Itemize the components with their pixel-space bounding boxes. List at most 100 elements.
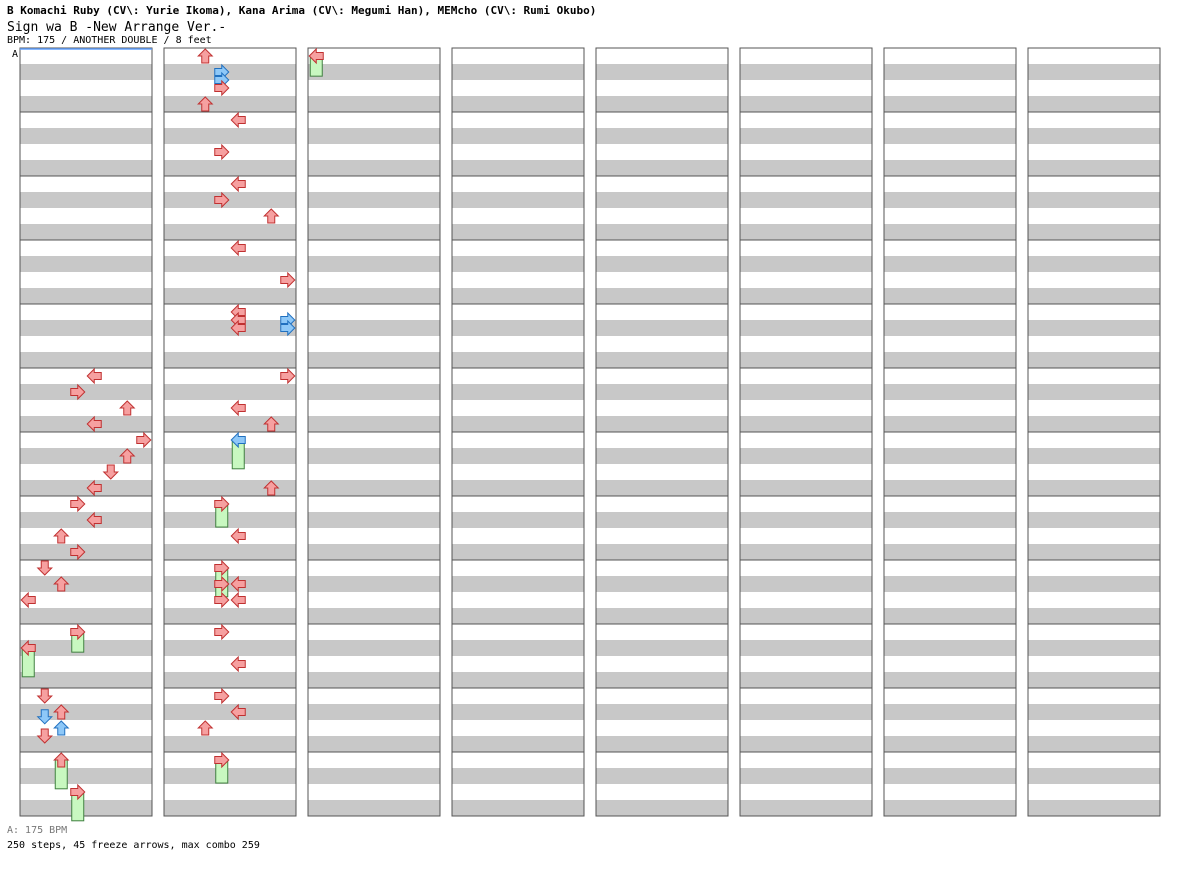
beat-band	[308, 592, 440, 608]
beat-band	[20, 528, 152, 544]
beat-band	[20, 192, 152, 208]
beat-band	[1028, 304, 1160, 320]
beat-band	[596, 272, 728, 288]
beat-band	[308, 800, 440, 816]
beat-band	[1028, 272, 1160, 288]
beat-band	[20, 720, 152, 736]
beat-band	[452, 128, 584, 144]
beat-band	[884, 768, 1016, 784]
beat-band	[1028, 288, 1160, 304]
beat-band	[452, 240, 584, 256]
beat-band	[308, 736, 440, 752]
beat-band	[1028, 640, 1160, 656]
beat-band	[1028, 768, 1160, 784]
beat-band	[596, 656, 728, 672]
beat-band	[308, 672, 440, 688]
beat-band	[1028, 800, 1160, 816]
beat-band	[884, 208, 1016, 224]
beat-band	[452, 304, 584, 320]
beat-band	[740, 256, 872, 272]
beat-band	[308, 496, 440, 512]
beat-band	[20, 656, 152, 672]
beat-band	[20, 768, 152, 784]
beat-band	[740, 96, 872, 112]
beat-band	[308, 384, 440, 400]
beat-band	[452, 96, 584, 112]
step-arrow-right	[136, 431, 152, 449]
beat-band	[452, 336, 584, 352]
beat-band	[452, 528, 584, 544]
beat-band	[308, 688, 440, 704]
beat-band	[308, 192, 440, 208]
beat-band	[164, 48, 296, 64]
beat-band	[884, 592, 1016, 608]
beat-band	[1028, 256, 1160, 272]
beat-band	[1028, 224, 1160, 240]
step-arrow-left	[230, 527, 246, 545]
beat-band	[308, 240, 440, 256]
beat-band	[596, 192, 728, 208]
beat-band	[596, 464, 728, 480]
beat-band	[884, 752, 1016, 768]
beat-band	[452, 672, 584, 688]
step-arrow-left	[230, 239, 246, 257]
beat-band	[740, 240, 872, 256]
beat-band	[20, 736, 152, 752]
beat-band	[740, 800, 872, 816]
beat-band	[308, 560, 440, 576]
beat-band	[20, 352, 152, 368]
beat-band	[164, 336, 296, 352]
beat-band	[884, 96, 1016, 112]
beat-band	[596, 368, 728, 384]
beat-band	[884, 736, 1016, 752]
beat-band	[308, 320, 440, 336]
beat-band	[596, 400, 728, 416]
beat-band	[308, 416, 440, 432]
step-arrow-left	[86, 367, 102, 385]
beat-band	[308, 512, 440, 528]
beat-band	[20, 672, 152, 688]
beat-band	[884, 448, 1016, 464]
beat-band	[164, 448, 296, 464]
beat-band	[164, 384, 296, 400]
beat-band	[452, 720, 584, 736]
beat-band	[1028, 736, 1160, 752]
beat-band	[452, 368, 584, 384]
beat-band	[164, 256, 296, 272]
beat-band	[1028, 624, 1160, 640]
beat-band	[20, 448, 152, 464]
beat-band	[164, 576, 296, 592]
beat-band	[596, 224, 728, 240]
beat-band	[1028, 704, 1160, 720]
beat-band	[1028, 144, 1160, 160]
beat-band	[1028, 720, 1160, 736]
beat-band	[20, 48, 152, 64]
measure-frame	[739, 751, 873, 817]
beat-band	[452, 624, 584, 640]
beat-band	[164, 80, 296, 96]
beat-band	[308, 656, 440, 672]
beat-band	[164, 768, 296, 784]
beat-band	[740, 368, 872, 384]
step-arrow-up	[53, 576, 70, 592]
beat-band	[596, 432, 728, 448]
beat-band	[308, 720, 440, 736]
beat-band	[596, 576, 728, 592]
beat-band	[740, 416, 872, 432]
beat-band	[20, 96, 152, 112]
beat-band	[20, 304, 152, 320]
step-arrow-right	[214, 751, 230, 769]
step-arrow-right	[214, 687, 230, 705]
beat-band	[740, 752, 872, 768]
measure-frame	[451, 751, 585, 817]
beat-band	[452, 464, 584, 480]
beat-band	[164, 512, 296, 528]
beat-band	[596, 624, 728, 640]
beat-band	[20, 608, 152, 624]
beat-band	[596, 160, 728, 176]
beat-band	[452, 208, 584, 224]
beat-band	[452, 272, 584, 288]
beat-band	[740, 272, 872, 288]
step-arrow-left	[230, 111, 246, 129]
